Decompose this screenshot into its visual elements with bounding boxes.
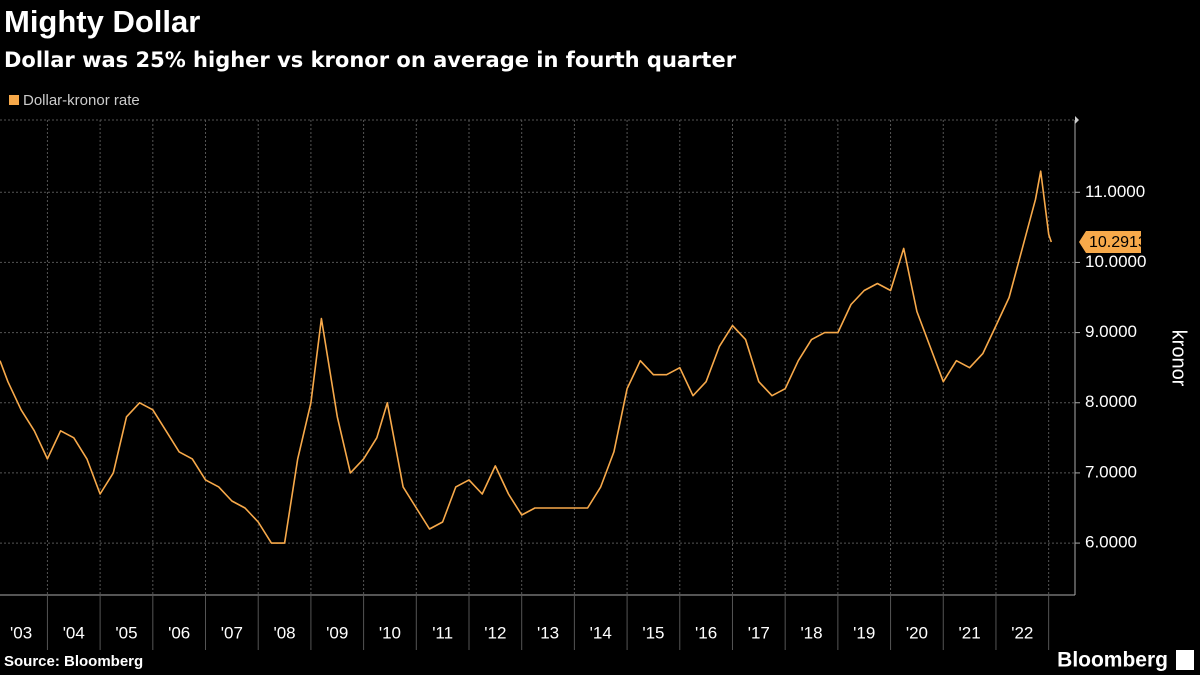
chart-title: Mighty Dollar bbox=[4, 4, 200, 39]
legend-label: Dollar-kronor rate bbox=[23, 92, 140, 109]
x-tick-label: '20 bbox=[906, 623, 928, 642]
x-tick-label: '06 bbox=[168, 623, 190, 642]
last-value-label: 10.2913 bbox=[1089, 234, 1147, 251]
x-tick-label: '13 bbox=[537, 623, 559, 642]
chart-subtitle: Dollar was 25% higher vs kronor on avera… bbox=[4, 48, 737, 72]
y-tick-label: 8.0000 bbox=[1085, 392, 1137, 411]
x-tick-label: '12 bbox=[484, 623, 506, 642]
y-axis-label: kronor bbox=[1168, 330, 1190, 387]
x-tick-label: '11 bbox=[432, 623, 453, 642]
last-value-box bbox=[1079, 230, 1141, 253]
x-tick-label: '04 bbox=[63, 623, 85, 642]
x-tick-label: '22 bbox=[1011, 623, 1033, 642]
y-tick-label: 10.0000 bbox=[1085, 252, 1146, 271]
x-tick-label: '14 bbox=[590, 623, 612, 642]
logo-icon bbox=[1176, 650, 1194, 670]
y-tick-label: 7.0000 bbox=[1085, 462, 1137, 481]
source: Source: Bloomberg bbox=[4, 653, 143, 670]
x-tick-label: '09 bbox=[326, 623, 348, 642]
x-tick-label: '15 bbox=[642, 623, 664, 642]
y-tick-label: 6.0000 bbox=[1085, 533, 1137, 552]
x-tick-label: '18 bbox=[800, 623, 822, 642]
y-tick-label: 9.0000 bbox=[1085, 322, 1137, 341]
x-tick-label: '17 bbox=[748, 623, 770, 642]
y-tick-label: 11.0000 bbox=[1085, 182, 1145, 201]
y-axis-arrow bbox=[1075, 116, 1079, 124]
x-tick-label: '16 bbox=[695, 623, 717, 642]
x-tick-label: '07 bbox=[221, 623, 243, 642]
x-tick-label: '19 bbox=[853, 623, 875, 642]
x-tick-label: '05 bbox=[115, 623, 137, 642]
x-tick-label: '10 bbox=[379, 623, 401, 642]
logo: Bloomberg bbox=[1057, 649, 1168, 672]
x-tick-label: '03 bbox=[10, 623, 32, 642]
line-series bbox=[0, 170, 1053, 544]
x-tick-label: '08 bbox=[273, 623, 295, 642]
x-tick-label: '21 bbox=[959, 623, 981, 642]
legend-swatch bbox=[9, 95, 19, 105]
